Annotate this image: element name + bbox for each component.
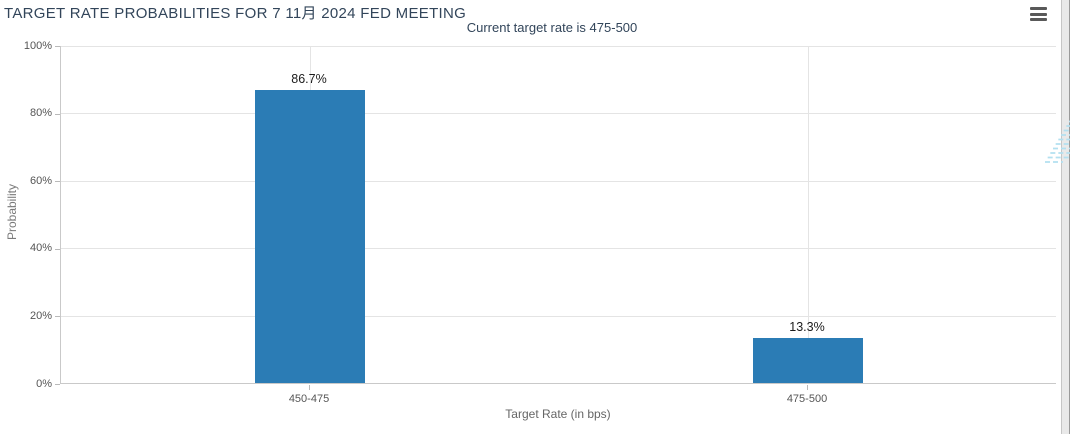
category-gridline <box>807 46 809 383</box>
y-tick-label: 20% <box>29 309 52 322</box>
bar-value-label: 86.7% <box>291 71 327 86</box>
y-tick-label: 0% <box>36 377 52 390</box>
y-tick-label: 40% <box>29 242 52 255</box>
y-gridline <box>61 45 1056 47</box>
menu-button[interactable] <box>1026 3 1052 25</box>
x-axis-tick <box>309 385 310 390</box>
x-tick-label: 475-500 <box>786 393 828 405</box>
hamburger-icon <box>1030 7 1048 21</box>
x-axis-title: Target Rate (in bps) <box>505 407 611 421</box>
page-background-strip <box>1061 0 1070 434</box>
chart-title: TARGET RATE PROBABILITIES FOR 7 11月 2024… <box>4 5 467 22</box>
y-tick-label: 100% <box>23 39 52 52</box>
y-axis-tick <box>55 46 60 47</box>
y-gridline <box>61 248 1056 250</box>
y-gridline <box>61 315 1056 317</box>
y-axis-tick <box>55 384 60 385</box>
y-axis-tick <box>55 316 60 318</box>
y-axis-tick <box>55 248 60 250</box>
y-tick-label: 80% <box>29 107 52 120</box>
x-tick-label: 450-475 <box>288 393 330 405</box>
probability-bar[interactable] <box>753 338 863 383</box>
y-axis-tick <box>55 181 60 183</box>
probability-bar[interactable] <box>255 89 365 383</box>
y-gridline <box>61 113 1056 115</box>
y-tick-label: 60% <box>29 174 52 187</box>
bar-value-label: 13.3% <box>789 320 825 335</box>
y-axis-tick <box>55 113 60 115</box>
y-gridline <box>61 180 1056 182</box>
plot-area: Q <box>60 45 1070 384</box>
x-axis-tick <box>807 385 808 390</box>
chart-subtitle: Current target rate is 475-500 <box>466 20 638 35</box>
